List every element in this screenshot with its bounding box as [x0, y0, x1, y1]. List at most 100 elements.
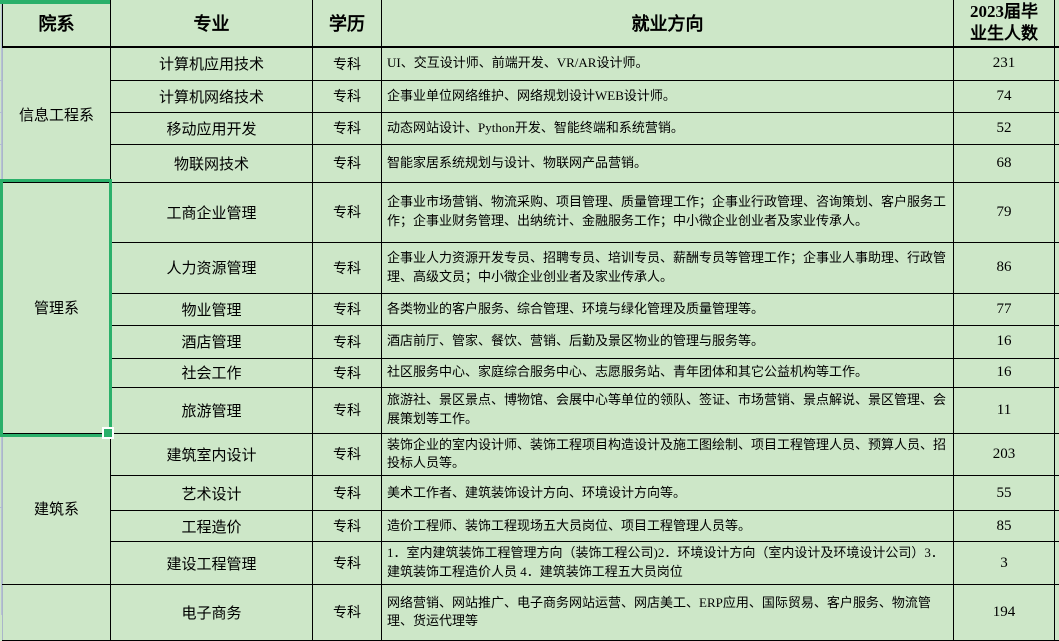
direction-cell[interactable]: 网络营销、网站推广、电子商务网站运营、网店美工、ERP应用、国际贸易、客户服务、…	[382, 584, 954, 640]
direction-cell[interactable]: 造价工程师、装饰工程现场五大员岗位、项目工程管理人员等。	[382, 511, 954, 542]
column-header-major[interactable]: 专业	[111, 0, 313, 47]
direction-cell[interactable]: 旅游社、景区景点、博物馆、会展中心等单位的领队、签证、市场营销、景点解说、景区管…	[382, 387, 954, 433]
degree-cell[interactable]: 专科	[313, 242, 382, 293]
major-cell[interactable]: 工商企业管理	[111, 182, 313, 242]
count-cell[interactable]: 3	[954, 542, 1055, 585]
major-cell[interactable]: 物联网技术	[111, 144, 313, 182]
count-cell[interactable]: 55	[954, 476, 1055, 511]
count-header-text: 2023届毕业生人数	[965, 1, 1043, 45]
degree-cell[interactable]: 专科	[313, 112, 382, 144]
degree-cell[interactable]: 专科	[313, 182, 382, 242]
degree-cell[interactable]: 专科	[313, 542, 382, 585]
department-cell-next-cropped[interactable]	[3, 584, 111, 640]
table-row: 移动应用开发 专科 动态网站设计、Python开发、智能终端和系统营销。 52	[3, 112, 1059, 144]
count-cell[interactable]: 231	[954, 47, 1055, 80]
table-row: 电子商务 专科 网络营销、网站推广、电子商务网站运营、网店美工、ERP应用、国际…	[3, 584, 1059, 640]
table-row: 建设工程管理 专科 1．室内建筑装饰工程管理方向（装饰工程公司)2．环境设计方向…	[3, 542, 1059, 585]
count-cell[interactable]: 16	[954, 325, 1055, 358]
major-cell[interactable]: 艺术设计	[111, 476, 313, 511]
major-cell[interactable]: 建筑室内设计	[111, 433, 313, 476]
degree-cell[interactable]: 专科	[313, 47, 382, 80]
major-cell[interactable]: 物业管理	[111, 293, 313, 325]
direction-cell[interactable]: 企事业单位网络维护、网络规划设计WEB设计师。	[382, 80, 954, 112]
count-cell[interactable]: 86	[954, 242, 1055, 293]
column-header-department[interactable]: 院系	[3, 0, 111, 47]
adjacent-column-sliver	[1055, 242, 1059, 293]
count-cell[interactable]: 194	[954, 584, 1055, 640]
adjacent-column-sliver	[1055, 542, 1059, 585]
direction-cell[interactable]: 酒店前厅、管家、餐饮、营销、后勤及景区物业的管理与服务等。	[382, 325, 954, 358]
count-cell[interactable]: 203	[954, 433, 1055, 476]
degree-cell[interactable]: 专科	[313, 293, 382, 325]
direction-cell[interactable]: 装饰企业的室内设计师、装饰工程项目构造设计及施工图绘制、项目工程管理人员、预算人…	[382, 433, 954, 476]
degree-cell[interactable]: 专科	[313, 144, 382, 182]
degree-cell[interactable]: 专科	[313, 358, 382, 387]
major-cell[interactable]: 人力资源管理	[111, 242, 313, 293]
degree-cell[interactable]: 专科	[313, 511, 382, 542]
gridline-tick	[0, 144, 2, 145]
table-row: 物联网技术 专科 智能家居系统规划与设计、物联网产品营销。 68	[3, 144, 1059, 182]
adjacent-column-sliver	[1055, 511, 1059, 542]
direction-cell[interactable]: 各类物业的客户服务、综合管理、环境与绿化管理及质量管理等。	[382, 293, 954, 325]
adjacent-column-sliver	[1055, 182, 1059, 242]
major-cell[interactable]: 计算机应用技术	[111, 47, 313, 80]
department-cell-information-engineering[interactable]: 信息工程系	[3, 47, 111, 182]
major-cell[interactable]: 旅游管理	[111, 387, 313, 433]
table-row: 艺术设计 专科 美术工作者、建筑装饰设计方向、环境设计方向等。 55	[3, 476, 1059, 511]
degree-cell[interactable]: 专科	[313, 80, 382, 112]
adjacent-column-sliver	[1055, 80, 1059, 112]
count-cell[interactable]: 79	[954, 182, 1055, 242]
column-header-count-2023[interactable]: 2023届毕业生人数	[954, 0, 1055, 47]
department-cell-architecture[interactable]: 建筑系	[3, 433, 111, 584]
major-cell[interactable]: 移动应用开发	[111, 112, 313, 144]
count-cell[interactable]: 11	[954, 387, 1055, 433]
degree-cell[interactable]: 专科	[313, 584, 382, 640]
major-cell[interactable]: 建设工程管理	[111, 542, 313, 585]
gridline-tick	[0, 80, 2, 81]
direction-cell[interactable]: 企事业人力资源开发专员、招聘专员、培训专员、薪酬专员等管理工作；企事业人事助理、…	[382, 242, 954, 293]
column-header-selection-indicator	[0, 0, 110, 4]
count-cell[interactable]: 77	[954, 293, 1055, 325]
adjacent-column-sliver	[1055, 358, 1059, 387]
direction-cell[interactable]: 美术工作者、建筑装饰设计方向、环境设计方向等。	[382, 476, 954, 511]
column-header-degree[interactable]: 学历	[313, 0, 382, 47]
degree-cell[interactable]: 专科	[313, 433, 382, 476]
count-cell[interactable]: 68	[954, 144, 1055, 182]
adjacent-column-sliver	[1055, 584, 1059, 640]
count-cell[interactable]: 85	[954, 511, 1055, 542]
gridline-tick	[0, 112, 2, 113]
major-cell[interactable]: 工程造价	[111, 511, 313, 542]
direction-cell[interactable]: 社区服务中心、家庭综合服务中心、志愿服务站、青年团体和其它公益机构等工作。	[382, 358, 954, 387]
direction-cell[interactable]: 企事业市场营销、物流采购、项目管理、质量管理工作；企事业行政管理、咨询策划、客户…	[382, 182, 954, 242]
count-cell[interactable]: 52	[954, 112, 1055, 144]
degree-cell[interactable]: 专科	[313, 325, 382, 358]
direction-cell[interactable]: 1．室内建筑装饰工程管理方向（装饰工程公司)2．环境设计方向（室内设计及环境设计…	[382, 542, 954, 585]
table-row: 旅游管理 专科 旅游社、景区景点、博物馆、会展中心等单位的领队、签证、市场营销、…	[3, 387, 1059, 433]
direction-cell[interactable]: UI、交互设计师、前端开发、VR/AR设计师。	[382, 47, 954, 80]
direction-cell[interactable]: 动态网站设计、Python开发、智能终端和系统营销。	[382, 112, 954, 144]
table-row: 信息工程系 计算机应用技术 专科 UI、交互设计师、前端开发、VR/AR设计师。…	[3, 47, 1059, 80]
count-cell[interactable]: 74	[954, 80, 1055, 112]
degree-cell[interactable]: 专科	[313, 476, 382, 511]
major-cell[interactable]: 酒店管理	[111, 325, 313, 358]
adjacent-column-sliver	[1055, 433, 1059, 476]
table-row: 社会工作 专科 社区服务中心、家庭综合服务中心、志愿服务站、青年团体和其它公益机…	[3, 358, 1059, 387]
major-cell[interactable]: 电子商务	[111, 584, 313, 640]
selection-border	[0, 179, 112, 437]
adjacent-column-sliver	[1055, 387, 1059, 433]
table-row: 管理系 工商企业管理 专科 企事业市场营销、物流采购、项目管理、质量管理工作；企…	[3, 182, 1059, 242]
major-cell[interactable]: 社会工作	[111, 358, 313, 387]
adjacent-column-sliver	[1055, 144, 1059, 182]
gridline-tick	[0, 507, 2, 508]
adjacent-column-sliver	[1055, 112, 1059, 144]
direction-cell[interactable]: 智能家居系统规划与设计、物联网产品营销。	[382, 144, 954, 182]
degree-cell[interactable]: 专科	[313, 387, 382, 433]
table-row: 物业管理 专科 各类物业的客户服务、综合管理、环境与绿化管理及质量管理等。 77	[3, 293, 1059, 325]
header-row: 院系 专业 学历 就业方向 2023届毕业生人数	[3, 0, 1059, 47]
count-cell[interactable]: 16	[954, 358, 1055, 387]
major-cell[interactable]: 计算机网络技术	[111, 80, 313, 112]
adjacent-column-sliver	[1055, 325, 1059, 358]
column-header-direction[interactable]: 就业方向	[382, 0, 954, 47]
fill-handle[interactable]	[104, 429, 112, 437]
table-row: 建筑系 建筑室内设计 专科 装饰企业的室内设计师、装饰工程项目构造设计及施工图绘…	[3, 433, 1059, 476]
